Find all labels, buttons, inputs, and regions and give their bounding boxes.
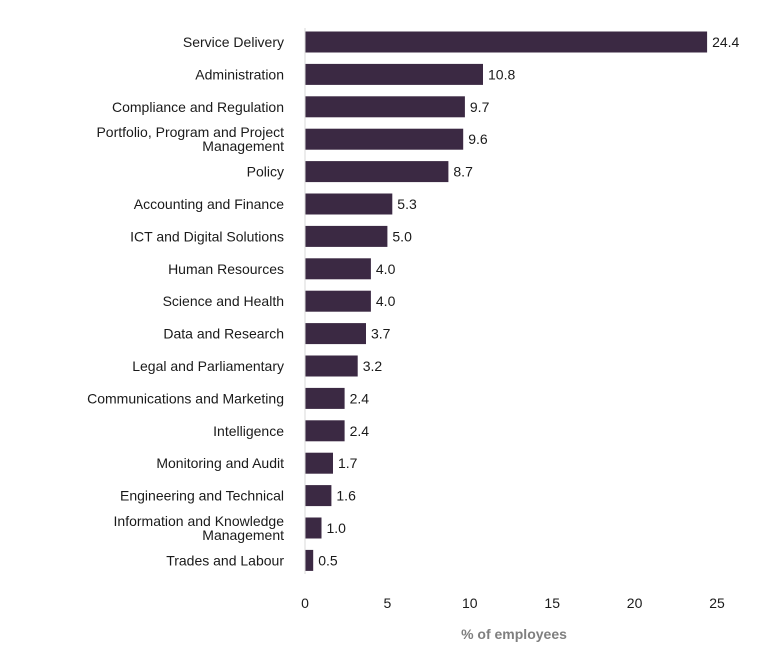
category-label-15-line-1: Management bbox=[202, 527, 284, 543]
x-tick-label-5: 25 bbox=[709, 595, 725, 611]
value-label-10: 3.2 bbox=[363, 358, 383, 374]
value-label-2: 9.7 bbox=[470, 99, 490, 115]
value-label-8: 4.0 bbox=[376, 293, 396, 309]
category-label-5: Accounting and Finance bbox=[134, 196, 284, 212]
value-label-9: 3.7 bbox=[371, 326, 391, 342]
bar-15 bbox=[305, 517, 322, 539]
bar-1 bbox=[305, 63, 483, 85]
category-label-11: Communications and Marketing bbox=[87, 390, 284, 406]
bar-16 bbox=[305, 549, 314, 571]
value-label-5: 5.3 bbox=[397, 196, 417, 212]
bar-12 bbox=[305, 420, 345, 442]
bar-0 bbox=[305, 31, 708, 53]
category-label-4: Policy bbox=[247, 164, 284, 180]
value-label-6: 5.0 bbox=[392, 228, 412, 244]
value-label-15: 1.0 bbox=[327, 520, 347, 536]
category-label-3-line-0: Portfolio, Program and Project bbox=[96, 124, 284, 140]
bar-10 bbox=[305, 355, 358, 377]
value-label-1: 10.8 bbox=[488, 66, 515, 82]
bar-8 bbox=[305, 290, 371, 312]
category-label-15-line-0: Information and Knowledge bbox=[114, 513, 285, 529]
category-label-2: Compliance and Regulation bbox=[112, 99, 284, 115]
category-label-12: Intelligence bbox=[213, 423, 284, 439]
category-label-6: ICT and Digital Solutions bbox=[130, 228, 284, 244]
x-tick-label-0: 0 bbox=[301, 595, 309, 611]
bar-11 bbox=[305, 387, 345, 409]
category-label-8: Science and Health bbox=[163, 293, 284, 309]
bar-14 bbox=[305, 485, 332, 507]
category-label-13: Monitoring and Audit bbox=[156, 455, 284, 471]
bar-9 bbox=[305, 323, 366, 345]
value-label-13: 1.7 bbox=[338, 455, 358, 471]
value-label-12: 2.4 bbox=[350, 423, 370, 439]
x-tick-label-4: 20 bbox=[627, 595, 643, 611]
value-label-14: 1.6 bbox=[336, 488, 356, 504]
bar-3 bbox=[305, 128, 464, 150]
x-tick-label-3: 15 bbox=[544, 595, 560, 611]
category-label-1: Administration bbox=[195, 66, 284, 82]
value-label-16: 0.5 bbox=[318, 552, 338, 568]
value-label-3: 9.6 bbox=[468, 131, 488, 147]
bar-6 bbox=[305, 225, 388, 247]
category-label-7: Human Resources bbox=[168, 261, 284, 277]
category-label-16: Trades and Labour bbox=[166, 552, 284, 568]
category-label-10: Legal and Parliamentary bbox=[132, 358, 284, 374]
bar-4 bbox=[305, 161, 449, 183]
value-label-0: 24.4 bbox=[712, 34, 739, 50]
category-label-14: Engineering and Technical bbox=[120, 488, 284, 504]
x-axis-title: % of employees bbox=[461, 626, 567, 642]
category-label-0: Service Delivery bbox=[183, 34, 284, 50]
bar-2 bbox=[305, 96, 465, 118]
category-label-3-line-1: Management bbox=[202, 138, 284, 154]
bar-5 bbox=[305, 193, 393, 215]
value-label-7: 4.0 bbox=[376, 261, 396, 277]
bar-13 bbox=[305, 452, 333, 474]
category-label-9: Data and Research bbox=[163, 326, 284, 342]
value-label-4: 8.7 bbox=[453, 164, 473, 180]
bar-7 bbox=[305, 258, 371, 280]
value-label-11: 2.4 bbox=[350, 390, 370, 406]
x-tick-label-1: 5 bbox=[384, 595, 392, 611]
x-tick-label-2: 10 bbox=[462, 595, 478, 611]
